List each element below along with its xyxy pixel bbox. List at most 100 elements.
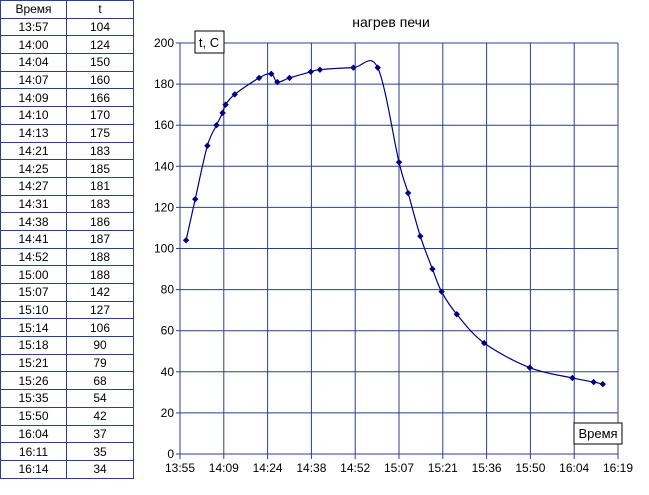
x-tick-label: 16:04 [559,461,589,475]
cell-temperature[interactable]: 187 [66,229,134,249]
cell-time[interactable]: 14:52 [0,247,67,267]
y-tick-label: 60 [161,324,175,338]
y-tick-label: 180 [154,77,174,91]
data-point [599,380,606,388]
cell-temperature[interactable]: 90 [66,336,134,355]
cell-time[interactable]: 16:11 [0,442,67,461]
cell-time[interactable]: 15:35 [0,389,67,408]
y-tick-label: 200 [154,36,174,50]
data-point [569,374,576,382]
data-point [182,237,190,244]
cell-temperature[interactable]: 181 [66,176,134,196]
chart-grid [176,42,619,459]
x-tick-label: 15:50 [515,461,545,475]
cell-temperature[interactable]: 188 [66,247,134,267]
data-point [316,66,324,73]
cell-temperature[interactable]: 35 [66,442,134,461]
cell-temperature[interactable]: 34 [66,459,134,479]
data-point [268,70,275,78]
cell-temperature[interactable]: 124 [66,35,134,55]
y-tick-label: 80 [161,283,175,297]
data-point [526,364,533,371]
table-row: 15:14 106 [0,318,134,338]
y-tick-label: 20 [161,406,175,420]
cell-time[interactable]: 14:25 [0,159,67,178]
cell-time[interactable]: 14:27 [0,176,67,196]
cell-temperature[interactable]: 150 [66,53,134,72]
table-row: 14:09 166 [0,88,134,108]
cell-time[interactable]: 14:09 [0,88,67,108]
cell-time[interactable]: 14:00 [0,35,67,55]
data-point [395,158,403,166]
cell-temperature[interactable]: 160 [66,70,134,90]
table-row: 15:35 54 [0,389,134,408]
cell-temperature[interactable]: 166 [66,88,134,108]
x-tick-label: 14:52 [340,461,370,475]
table-row: 14:52 188 [0,247,134,267]
cell-temperature[interactable]: 186 [66,212,134,231]
cell-time[interactable]: 14:04 [0,53,67,72]
table-row: 14:21 183 [0,141,134,161]
cell-temperature[interactable]: 185 [66,159,134,178]
table-row: 15:50 42 [0,406,134,426]
cell-time[interactable]: 14:10 [0,106,67,125]
cell-temperature[interactable]: 183 [66,194,134,214]
cell-temperature[interactable]: 54 [66,389,134,408]
cell-temperature[interactable]: 42 [66,406,134,426]
cell-temperature[interactable]: 37 [66,424,134,444]
cell-time[interactable]: 15:07 [0,283,67,302]
cell-time[interactable]: 15:26 [0,371,67,391]
data-point [374,64,381,71]
cell-time[interactable]: 14:31 [0,194,67,214]
y-tick-label: 140 [154,159,174,173]
data-point [192,195,199,203]
cell-temperature[interactable]: 79 [66,353,134,373]
data-point [255,74,263,82]
cell-time[interactable]: 14:21 [0,141,67,161]
cell-time[interactable]: 15:50 [0,406,67,426]
table-row: 14:07 160 [0,70,134,90]
chart-area[interactable]: 0 20 40 60 80 100 120 140 160 180 200 13:55 14:09 14:… [133,0,649,495]
cell-time[interactable]: 15:18 [0,336,67,355]
cell-time[interactable]: 14:38 [0,212,67,231]
column-header-time[interactable]: Время [0,0,67,19]
cell-time[interactable]: 15:14 [0,318,67,338]
cell-time[interactable]: 15:00 [0,265,67,284]
table-row: 14:27 181 [0,176,134,196]
cell-temperature[interactable]: 68 [66,371,134,391]
x-tick-label: 13:55 [165,461,195,475]
data-point [453,311,460,318]
cell-time[interactable]: 16:14 [0,459,67,479]
cell-temperature[interactable]: 142 [66,283,134,302]
cell-time[interactable]: 15:10 [0,300,67,320]
cell-time[interactable]: 14:07 [0,70,67,90]
cell-temperature[interactable]: 170 [66,106,134,125]
data-point [590,378,597,386]
cell-time[interactable]: 14:41 [0,229,67,249]
column-header-temperature[interactable]: t [66,0,134,19]
table-row: 15:21 79 [0,353,134,373]
cell-time[interactable]: 14:13 [0,123,67,143]
y-tick-label: 160 [154,118,174,132]
cell-time[interactable]: 13:57 [0,17,67,37]
y-tick-label: 100 [154,242,174,256]
line-chart: 0 20 40 60 80 100 120 140 160 180 200 13:55 14:09 14:… [154,14,633,475]
table-row: 13:57 104 [0,17,134,37]
cell-temperature[interactable]: 127 [66,300,134,320]
chart-series [182,60,606,388]
y-tick-label: 120 [154,200,174,214]
cell-temperature[interactable]: 106 [66,318,134,338]
data-point [404,189,412,197]
x-tick-label: 15:21 [428,461,458,475]
data-table: Время t 13:57 104 14:00 124 14:04 150 14:07 160… [0,0,134,479]
data-point [480,339,488,347]
table-row: 14:04 150 [0,53,134,72]
cell-time[interactable]: 15:21 [0,353,67,373]
table-row: 16:11 35 [0,442,134,461]
cell-time[interactable]: 16:04 [0,424,67,444]
cell-temperature[interactable]: 183 [66,141,134,161]
cell-temperature[interactable]: 188 [66,265,134,284]
cell-temperature[interactable]: 104 [66,17,134,37]
data-point [204,142,211,149]
cell-temperature[interactable]: 175 [66,123,134,143]
